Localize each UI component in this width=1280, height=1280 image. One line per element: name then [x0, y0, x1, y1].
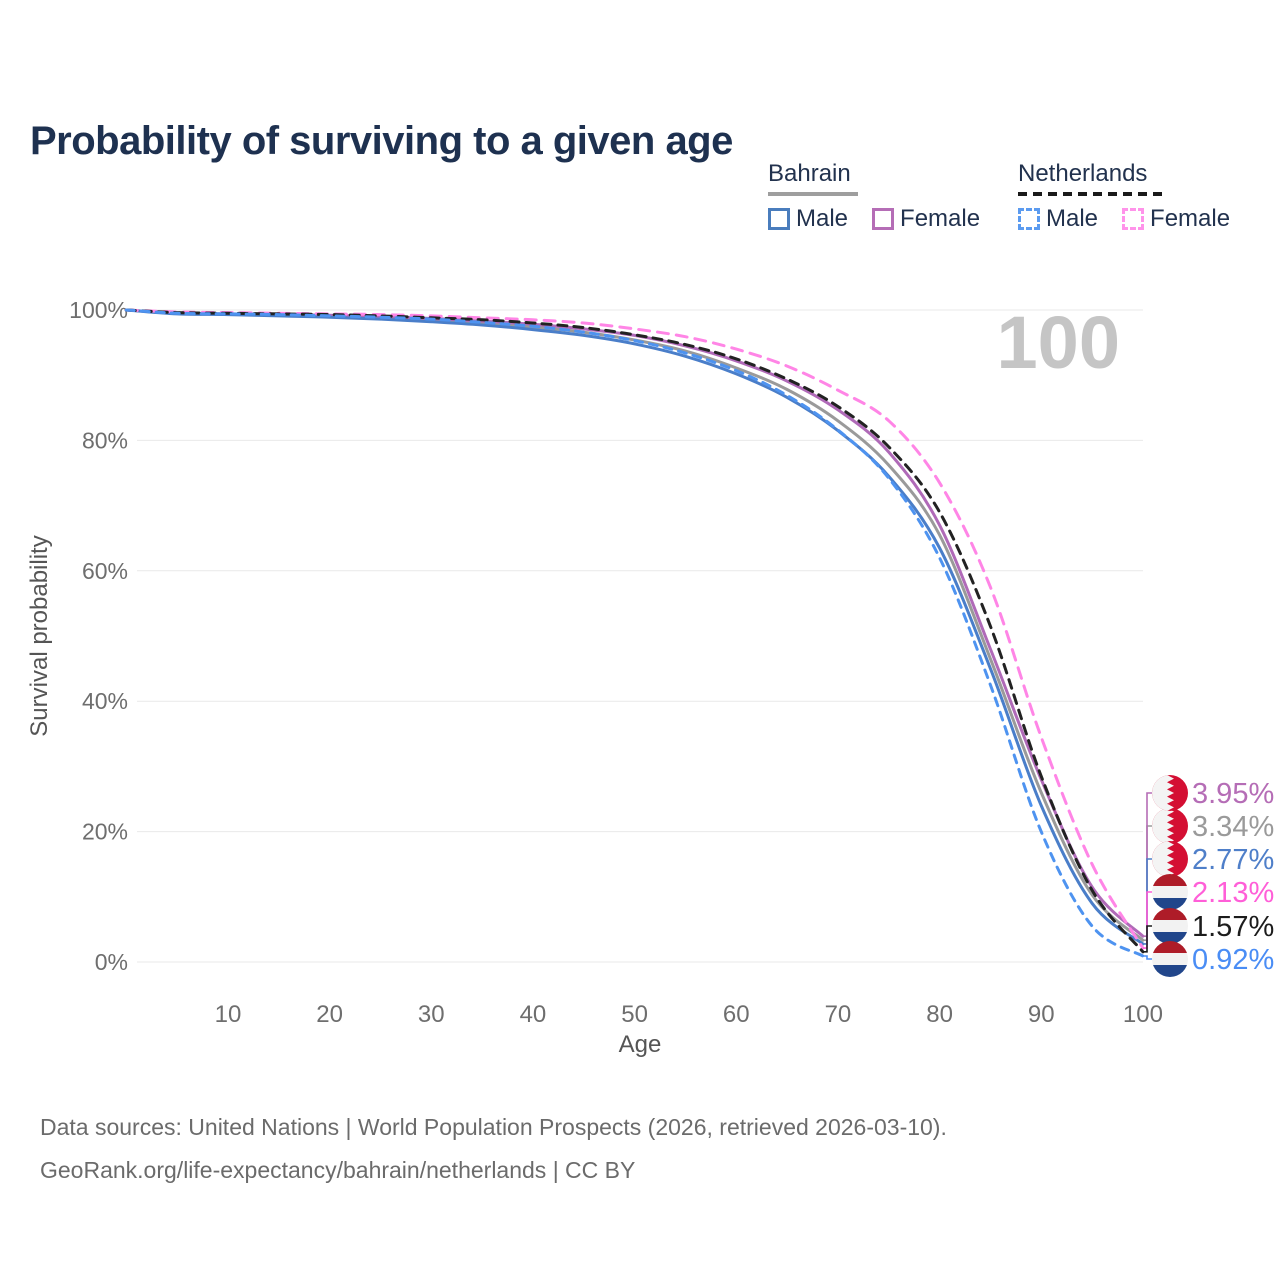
bahrain-white-serration	[1152, 841, 1174, 877]
data-sources-text: Data sources: United Nations | World Pop…	[40, 1114, 947, 1140]
nl-white-band	[1152, 920, 1188, 932]
legend-label-netherlands-female: Female	[1150, 205, 1231, 232]
legend-label-netherlands-male: Male	[1046, 205, 1099, 232]
legend-toggle-netherlands-female[interactable]: Female	[1122, 205, 1230, 233]
end-value-label-bahrain-male: 2.77%	[1192, 844, 1274, 876]
x-tick-label: 20	[316, 1001, 343, 1028]
legend-toggle-bahrain-male[interactable]: Male	[768, 205, 848, 233]
bahrain-flag-icon-bahrain-total	[1152, 808, 1188, 844]
x-tick-label: 100	[1123, 1001, 1163, 1028]
nl-red-band	[1152, 874, 1188, 886]
nl-blue-band	[1152, 932, 1188, 944]
x-tick-label: 60	[723, 1001, 750, 1028]
end-value-label-netherlands-total: 1.57%	[1192, 911, 1274, 943]
end-value-label-bahrain-total: 3.34%	[1192, 811, 1274, 843]
bahrain-white-serration	[1152, 775, 1174, 811]
bahrain-flag-icon-bahrain-female	[1152, 775, 1188, 811]
flag-art	[1152, 808, 1188, 844]
legend-label-bahrain-male: Male	[796, 205, 849, 232]
legend-group-netherlands: Netherlands Male Female	[1018, 160, 1230, 233]
x-tick-label: 90	[1028, 1001, 1055, 1028]
bahrain-white-serration	[1152, 808, 1174, 844]
chart-footer: Data sources: United Nations | World Pop…	[40, 1106, 947, 1191]
netherlands-flag-icon-netherlands-male	[1152, 941, 1188, 977]
x-tick-label: 80	[926, 1001, 953, 1028]
x-tick-label: 40	[520, 1001, 547, 1028]
end-value-label-netherlands-female: 2.13%	[1192, 877, 1274, 909]
nl-red-band	[1152, 908, 1188, 920]
y-tick-label: 100%	[69, 297, 128, 323]
x-tick-label: 70	[825, 1001, 852, 1028]
x-tick-label: 50	[621, 1001, 648, 1028]
bahrain-flag-icon-bahrain-male	[1152, 841, 1188, 877]
y-axis-title: Survival probability	[26, 535, 53, 736]
legend-toggle-bahrain-female[interactable]: Female	[872, 205, 980, 233]
nl-red-band	[1152, 941, 1188, 953]
y-tick-label: 80%	[82, 427, 128, 453]
flag-art	[1152, 841, 1188, 877]
netherlands-flag-icon-netherlands-female	[1152, 874, 1188, 910]
x-axis-title: Age	[619, 1031, 662, 1058]
x-tick-label: 30	[418, 1001, 445, 1028]
flag-art	[1152, 775, 1188, 811]
bahrain-solid-line-swatch	[768, 192, 858, 196]
nl-white-band	[1152, 953, 1188, 965]
nl-blue-band	[1152, 965, 1188, 977]
series-line-netherlands-total[interactable]	[124, 308, 1145, 954]
y-tick-label: 60%	[82, 558, 128, 584]
end-value-label-bahrain-female: 3.95%	[1192, 778, 1274, 810]
series-line-netherlands-female[interactable]	[124, 308, 1145, 950]
end-value-label-netherlands-male: 0.92%	[1192, 944, 1274, 976]
flag-art	[1152, 908, 1188, 944]
nl-white-band	[1152, 886, 1188, 898]
y-tick-label: 0%	[95, 949, 128, 975]
attribution-text: GeoRank.org/life-expectancy/bahrain/neth…	[40, 1156, 636, 1183]
nl-blue-band	[1152, 898, 1188, 910]
netherlands-flag-icon-netherlands-total	[1152, 908, 1188, 944]
series-line-netherlands-male[interactable]	[124, 308, 1145, 958]
checkbox-bahrain-male-icon[interactable]	[768, 208, 790, 230]
end-label-connector-netherlands-female	[1143, 891, 1152, 949]
end-label-connector-netherlands-total	[1143, 925, 1152, 953]
age-counter-watermark: 100	[997, 301, 1120, 384]
legend-header-bahrain: Bahrain	[768, 160, 851, 187]
flag-art	[1152, 941, 1188, 977]
x-tick-label: 10	[215, 1001, 242, 1028]
legend-label-bahrain-female: Female	[900, 205, 981, 232]
netherlands-dashed-line-swatch	[1018, 192, 1164, 196]
flag-art	[1152, 874, 1188, 910]
page-title: Probability of surviving to a given age	[30, 118, 733, 163]
legend-toggle-netherlands-male[interactable]: Male	[1018, 205, 1098, 233]
legend-header-netherlands: Netherlands	[1018, 160, 1148, 187]
y-tick-label: 40%	[82, 688, 128, 714]
legend-group-bahrain: Bahrain Male Female	[768, 160, 980, 233]
end-label-connector-netherlands-male	[1143, 955, 1152, 960]
checkbox-netherlands-male-icon[interactable]	[1018, 208, 1040, 230]
checkbox-bahrain-female-icon[interactable]	[872, 208, 895, 230]
checkbox-netherlands-female-icon[interactable]	[1122, 208, 1145, 230]
y-tick-label: 20%	[82, 819, 128, 845]
